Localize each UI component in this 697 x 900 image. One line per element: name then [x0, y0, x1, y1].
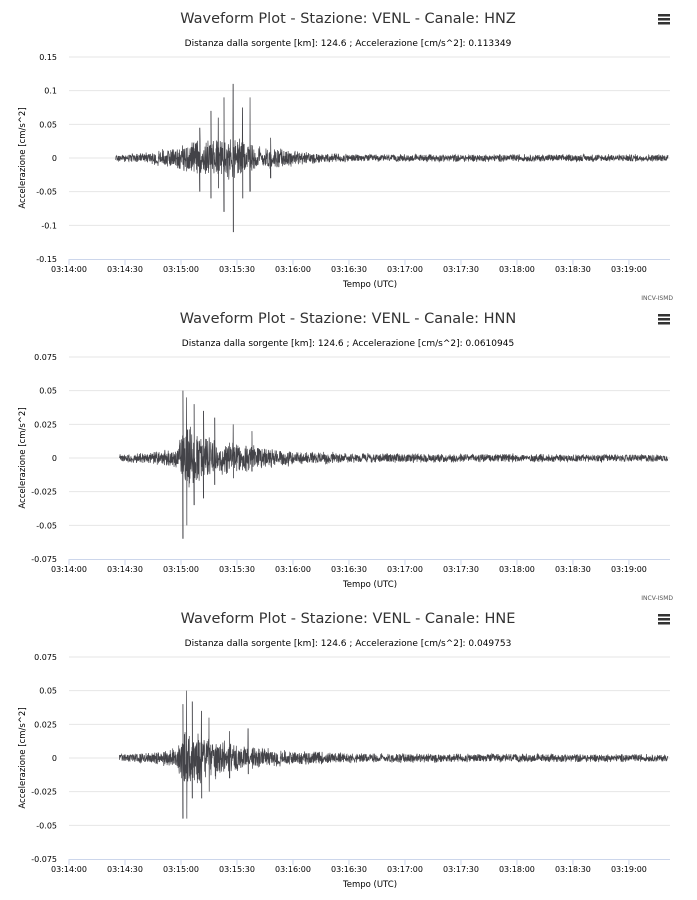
y-tick-label: 0.15 — [39, 53, 57, 62]
x-tick-label: 03:15:00 — [163, 265, 199, 274]
y-tick-label: 0 — [52, 754, 57, 763]
waveform-series — [119, 390, 669, 539]
y-tick-label: 0.05 — [39, 687, 57, 696]
x-tick-label: 03:18:30 — [555, 265, 591, 274]
y-tick-label: -0.05 — [36, 821, 57, 830]
y-tick-label: -0.075 — [31, 555, 57, 564]
x-tick-label: 03:19:00 — [611, 865, 647, 874]
y-tick-label: 0.075 — [34, 653, 57, 662]
y-tick-label: 0 — [52, 154, 57, 163]
x-tick-label: 03:16:00 — [275, 565, 311, 574]
y-tick-label: -0.15 — [36, 255, 57, 264]
y-tick-label: -0.025 — [31, 788, 57, 797]
y-tick-label: -0.1 — [41, 221, 57, 230]
x-tick-label: 03:14:00 — [51, 865, 87, 874]
x-tick-label: 03:17:30 — [443, 265, 479, 274]
x-axis-title: Tempo (UTC) — [342, 280, 397, 290]
x-tick-label: 03:17:30 — [443, 565, 479, 574]
waveform-chart-1: Waveform Plot - Stazione: VENL - Canale:… — [18, 308, 676, 600]
y-tick-label: 0.1 — [44, 87, 57, 96]
x-tick-label: 03:15:00 — [163, 565, 199, 574]
x-tick-label: 03:14:30 — [107, 565, 143, 574]
x-axis-title: Tempo (UTC) — [342, 580, 397, 590]
x-tick-label: 03:14:00 — [51, 265, 87, 274]
x-tick-label: 03:15:30 — [219, 265, 255, 274]
y-axis-title: Accelerazione [cm/s^2] — [18, 107, 28, 208]
x-tick-label: 03:17:00 — [387, 565, 423, 574]
waveform-series — [119, 690, 669, 819]
x-tick-label: 03:18:00 — [499, 565, 535, 574]
x-tick-label: 03:16:00 — [275, 865, 311, 874]
x-tick-label: 03:16:30 — [331, 865, 367, 874]
y-tick-label: 0.05 — [39, 120, 57, 129]
y-axis-title: Accelerazione [cm/s^2] — [18, 707, 28, 808]
y-tick-label: 0 — [52, 454, 57, 463]
waveform-chart-2: Waveform Plot - Stazione: VENL - Canale:… — [18, 608, 676, 890]
y-tick-label: 0.025 — [34, 420, 57, 429]
y-tick-label: 0.025 — [34, 720, 57, 729]
x-tick-label: 03:19:00 — [611, 265, 647, 274]
x-tick-label: 03:18:30 — [555, 565, 591, 574]
x-axis-title: Tempo (UTC) — [342, 880, 397, 890]
x-tick-label: 03:17:30 — [443, 865, 479, 874]
x-tick-label: 03:14:00 — [51, 565, 87, 574]
chart-subtitle: Distanza dalla sorgente [km]: 124.6 ; Ac… — [182, 339, 514, 349]
waveform-chart-0: Waveform Plot - Stazione: VENL - Canale:… — [18, 8, 676, 300]
chart-subtitle: Distanza dalla sorgente [km]: 124.6 ; Ac… — [185, 639, 512, 649]
y-tick-label: -0.05 — [36, 521, 57, 530]
y-tick-label: 0.075 — [34, 353, 57, 362]
waveform-series — [115, 83, 669, 233]
x-tick-label: 03:14:30 — [107, 265, 143, 274]
chart-title: Waveform Plot - Stazione: VENL - Canale:… — [180, 311, 516, 327]
x-tick-label: 03:17:00 — [387, 265, 423, 274]
x-tick-label: 03:18:00 — [499, 865, 535, 874]
x-tick-label: 03:18:30 — [555, 865, 591, 874]
credit-label: INCV-ISMD — [641, 295, 673, 300]
x-tick-label: 03:16:30 — [331, 565, 367, 574]
hamburger-menu-icon[interactable] — [652, 608, 676, 628]
x-tick-label: 03:14:30 — [107, 865, 143, 874]
chart-title: Waveform Plot - Stazione: VENL - Canale:… — [181, 611, 516, 627]
credit-label: INCV-ISMD — [641, 595, 673, 600]
hamburger-menu-icon[interactable] — [652, 8, 676, 28]
x-tick-label: 03:15:30 — [219, 865, 255, 874]
x-tick-label: 03:15:00 — [163, 865, 199, 874]
y-tick-label: -0.075 — [31, 855, 57, 864]
x-tick-label: 03:15:30 — [219, 565, 255, 574]
x-tick-label: 03:18:00 — [499, 265, 535, 274]
y-tick-label: -0.025 — [31, 488, 57, 497]
y-tick-label: 0.05 — [39, 387, 57, 396]
x-tick-label: 03:17:00 — [387, 865, 423, 874]
y-tick-label: -0.05 — [36, 188, 57, 197]
x-tick-label: 03:16:30 — [331, 265, 367, 274]
y-axis-title: Accelerazione [cm/s^2] — [18, 407, 28, 508]
chart-subtitle: Distanza dalla sorgente [km]: 124.6 ; Ac… — [185, 39, 512, 49]
x-tick-label: 03:19:00 — [611, 565, 647, 574]
chart-title: Waveform Plot - Stazione: VENL - Canale:… — [180, 11, 516, 27]
x-tick-label: 03:16:00 — [275, 265, 311, 274]
hamburger-menu-icon[interactable] — [652, 308, 676, 328]
